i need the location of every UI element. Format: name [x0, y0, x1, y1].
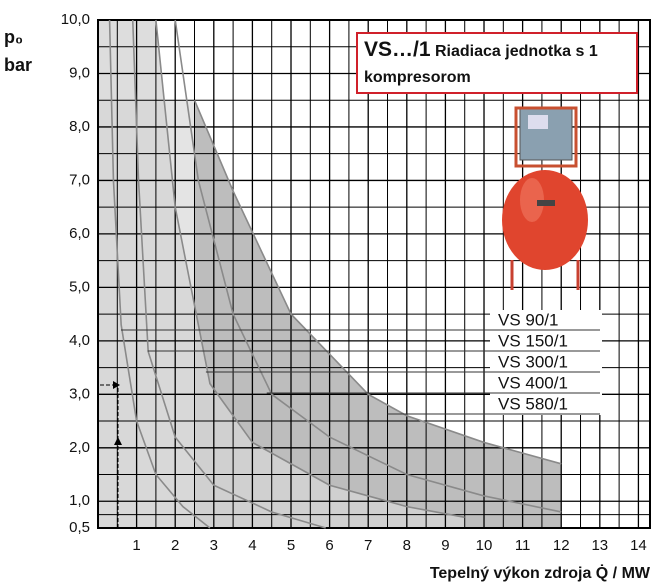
y-tick-label: 7,0 [69, 171, 90, 188]
y-tick-label: 5,0 [69, 278, 90, 295]
plot-border [97, 19, 651, 529]
legend: VS 90/1 VS 150/1 VS 300/1 VS 400/1 VS 580/1 [120, 310, 600, 415]
y-tick-label: 9,0 [69, 64, 90, 81]
chart-subtitle: Riadiaca jednotka s 1 kompresorom [364, 43, 598, 86]
y-tick-label: 3,0 [69, 385, 90, 402]
y-tick-label: 1,0 [69, 492, 90, 509]
series-line [174, 19, 562, 513]
x-label: Tepelný výkon zdroja Q̇ / MW [430, 564, 651, 582]
legend-label: VS 300/1 [498, 352, 568, 371]
legend-label: VS 580/1 [498, 394, 568, 413]
x-tick-label: 1 [132, 537, 140, 554]
series-line [155, 19, 465, 519]
series-line [193, 99, 562, 465]
y-tick-label: 8,0 [69, 118, 90, 135]
legend-label: VS 400/1 [498, 373, 568, 392]
x-tick-label: 14 [630, 537, 647, 554]
x-tick-label: 10 [476, 537, 493, 554]
y-tick-label: 4,0 [69, 332, 90, 349]
x-tick-label: 2 [171, 537, 179, 554]
x-tick-label: 8 [403, 537, 411, 554]
legend-box [490, 310, 602, 415]
y-tick-label: 6,0 [69, 225, 90, 242]
x-tick-label: 12 [553, 537, 570, 554]
y-label: p₀ [4, 27, 23, 47]
y-tick-label: 0,5 [69, 519, 90, 536]
x-tick-label: 4 [248, 537, 256, 554]
arrow-head [114, 437, 122, 445]
y-tick-label: 2,0 [69, 439, 90, 456]
legend-label: VS 150/1 [498, 331, 568, 350]
x-tick-label: 6 [325, 537, 333, 554]
x-tick-label: 11 [515, 537, 531, 554]
shade-inner [98, 20, 465, 528]
curves [108, 19, 562, 529]
series-line [131, 19, 326, 529]
x-tick-label: 13 [591, 537, 608, 554]
chart-title: VS…/1 [364, 38, 431, 61]
legend-label: VS 90/1 [498, 310, 559, 329]
tank-illustration [502, 106, 588, 290]
x-tick-label: 7 [364, 537, 372, 554]
y-tick-label: 10,0 [61, 11, 90, 28]
y-label: bar [4, 55, 32, 75]
x-tick-label: 3 [210, 537, 218, 554]
arrow-head [113, 381, 120, 389]
series-line [108, 19, 211, 529]
x-tick-label: 5 [287, 537, 295, 554]
x-tick-label: 9 [441, 537, 449, 554]
title-box: VS…/1 Riadiaca jednotka s 1 kompresorom [356, 32, 638, 94]
